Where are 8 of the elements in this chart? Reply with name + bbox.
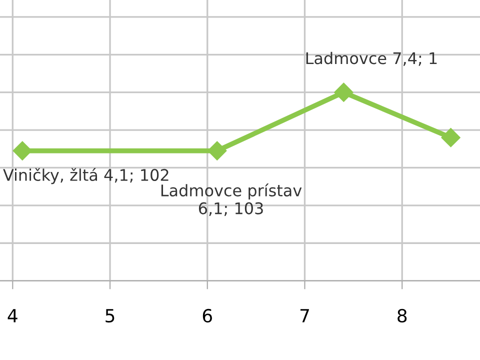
x-tick-label: 6 [202,308,212,323]
x-tick-label: 7 [300,309,309,322]
annotation: Viničky, žltá 4,1; 102 [3,168,168,184]
annotation: Ladmovce 7,4; 1 [306,52,437,66]
annotation: Ladmovce prístav 6,1; 103 [161,183,302,216]
x-tick-label: 4 [8,309,18,322]
x-tick-label: 5 [106,309,114,323]
x-tick-label: 8 [398,308,407,323]
